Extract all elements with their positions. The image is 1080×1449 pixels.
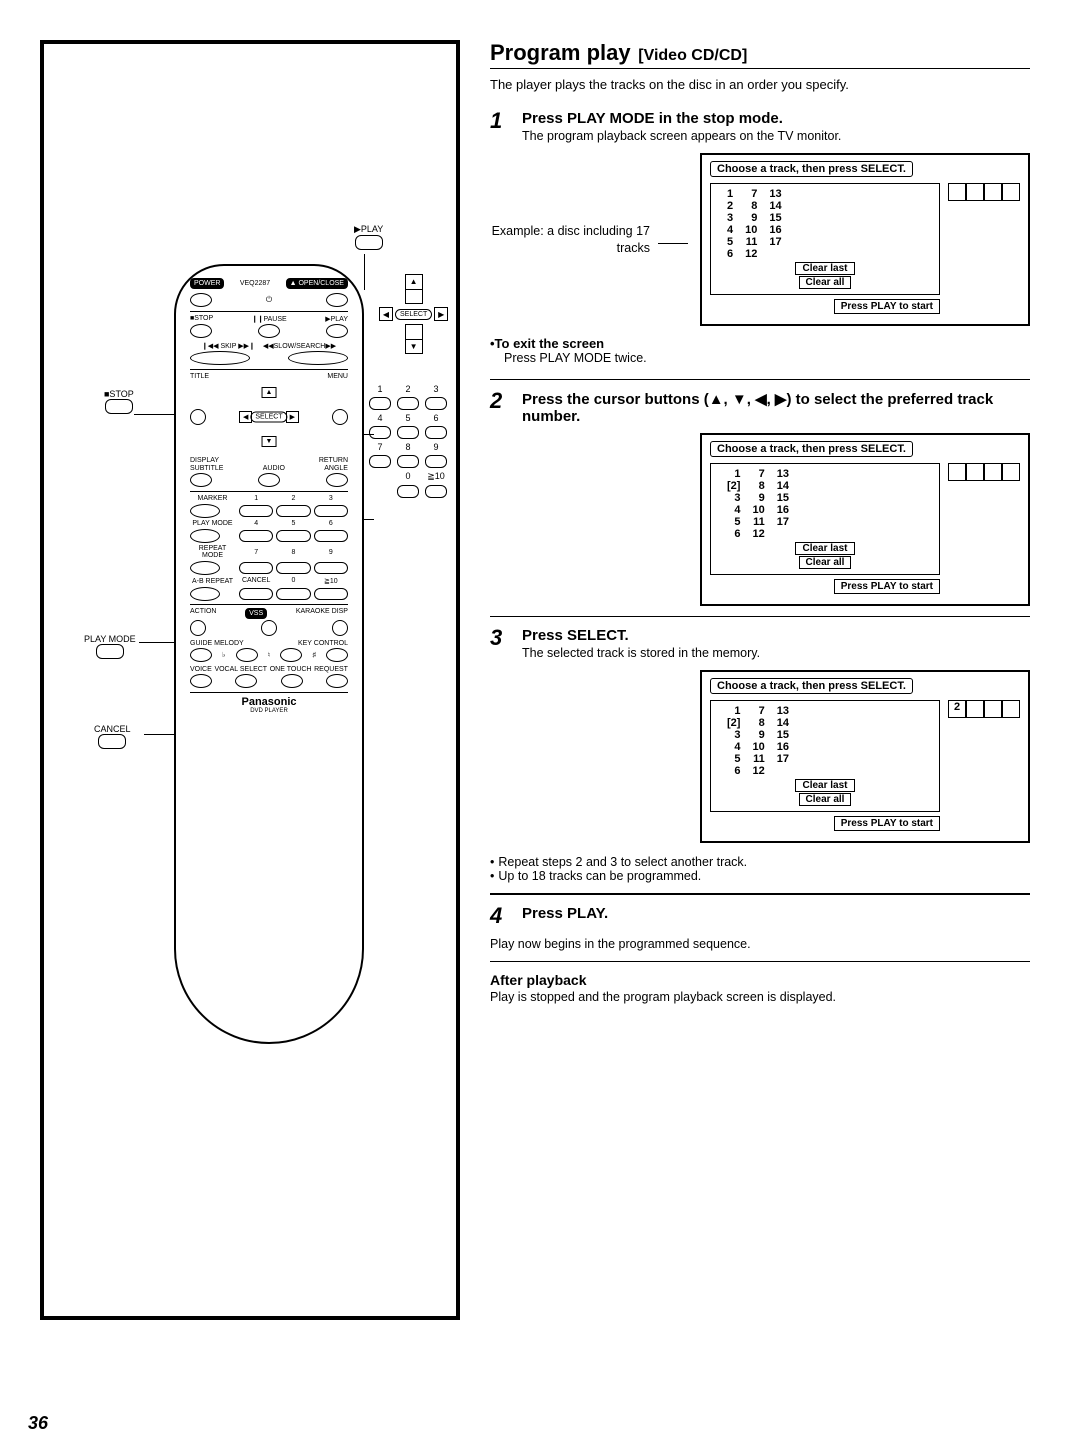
step-2: 2 Press the cursor buttons (▲, ▼, ◀, ▶) … <box>490 390 1030 427</box>
step-2-head: Press the cursor buttons (▲, ▼, ◀, ▶) to… <box>522 390 1030 425</box>
step-4-text: Play now begins in the programmed sequen… <box>490 937 1030 951</box>
callout-select-label: SELECT <box>395 309 432 320</box>
step-3-note-1: Repeat steps 2 and 3 to select another t… <box>490 855 1030 869</box>
arrow-left-icon: ◀ <box>379 307 393 321</box>
callout-stop: ■STOP <box>104 389 134 416</box>
after-head: After playback <box>490 972 1030 988</box>
page-subtitle: [Video CD/CD] <box>638 47 747 64</box>
example-label: Example: a disc including 17 tracks <box>490 223 650 256</box>
callout-play: ▶PLAY <box>354 224 383 252</box>
instructions-column: Program play [Video CD/CD] The player pl… <box>490 40 1040 1320</box>
leader-line <box>364 254 365 290</box>
callout-dpad: ▲ ◀ SELECT ▶ ▼ <box>379 274 448 354</box>
step-1-tv: Choose a track, then press SELECT.171328… <box>700 153 1030 326</box>
callout-playmode-label: PLAY MODE <box>84 634 136 644</box>
open-label: ▲ OPEN/CLOSE <box>286 278 348 289</box>
leader-line <box>658 243 688 244</box>
step-4-num: 4 <box>490 905 512 927</box>
title-row: Program play [Video CD/CD] <box>490 40 1030 69</box>
step-1-text: The program playback screen appears on t… <box>522 129 1030 143</box>
remote-numpad: 123 <box>239 495 348 502</box>
step-1: 1 Press PLAY MODE in the stop mode. The … <box>490 110 1030 147</box>
after-text: Play is stopped and the program playback… <box>490 990 1030 1004</box>
callout-cancel-label: CANCEL <box>94 724 131 734</box>
callout-numpad: 123 456 789 0≧10 <box>369 384 447 498</box>
step-3: 3 Press SELECT. The selected track is st… <box>490 627 1030 664</box>
callout-stop-label: ■STOP <box>104 389 134 399</box>
arrow-up-icon: ▲ <box>406 275 422 290</box>
step-3-note-2: Up to 18 tracks can be programmed. <box>490 869 1030 883</box>
exit-title: •To exit the screen <box>490 336 1030 351</box>
step-1-example: Example: a disc including 17 tracks Choo… <box>490 153 1030 326</box>
page-number: 36 <box>28 1413 48 1434</box>
step-3-head: Press SELECT. <box>522 627 1030 644</box>
step-3-tv: Choose a track, then press SELECT.1713[2… <box>700 670 1030 843</box>
step-1-head: Press PLAY MODE in the stop mode. <box>522 110 1030 127</box>
intro-text: The player plays the tracks on the disc … <box>490 77 1030 92</box>
brand-sub: DVD PLAYER <box>190 708 348 714</box>
callout-play-label: ▶PLAY <box>354 224 383 235</box>
step-4-head: Press PLAY. <box>522 905 1030 922</box>
callout-playmode: PLAY MODE <box>84 634 136 661</box>
remote-illustration-panel: ▶PLAY ▲ ◀ SELECT ▶ ▼ 123 456 789 0≧10 <box>40 40 460 1320</box>
callout-play-button <box>355 235 383 250</box>
step-3-text: The selected track is stored in the memo… <box>522 646 1030 660</box>
arrow-down-icon: ▼ <box>406 340 422 354</box>
brand-label: Panasonic <box>190 696 348 708</box>
page-title: Program play <box>490 40 631 65</box>
step-2-tv: Choose a track, then press SELECT.1713[2… <box>700 433 1030 606</box>
callout-cancel: CANCEL <box>94 724 131 751</box>
step-4: 4 Press PLAY. <box>490 905 1030 927</box>
remote-body: POWER VEQ2287 ▲ OPEN/CLOSE ⏻ ■STOP ❙❙PAU… <box>174 264 364 1044</box>
step-2-num: 2 <box>490 390 512 427</box>
model-label: VEQ2287 <box>240 280 270 287</box>
remote-dpad: ▲ ◀ SELECT ▶ ▼ <box>239 387 299 447</box>
power-label: POWER <box>190 278 224 289</box>
arrow-right-icon: ▶ <box>434 307 448 321</box>
step-1-num: 1 <box>490 110 512 147</box>
exit-text: Press PLAY MODE twice. <box>504 351 1030 365</box>
step-3-num: 3 <box>490 627 512 664</box>
